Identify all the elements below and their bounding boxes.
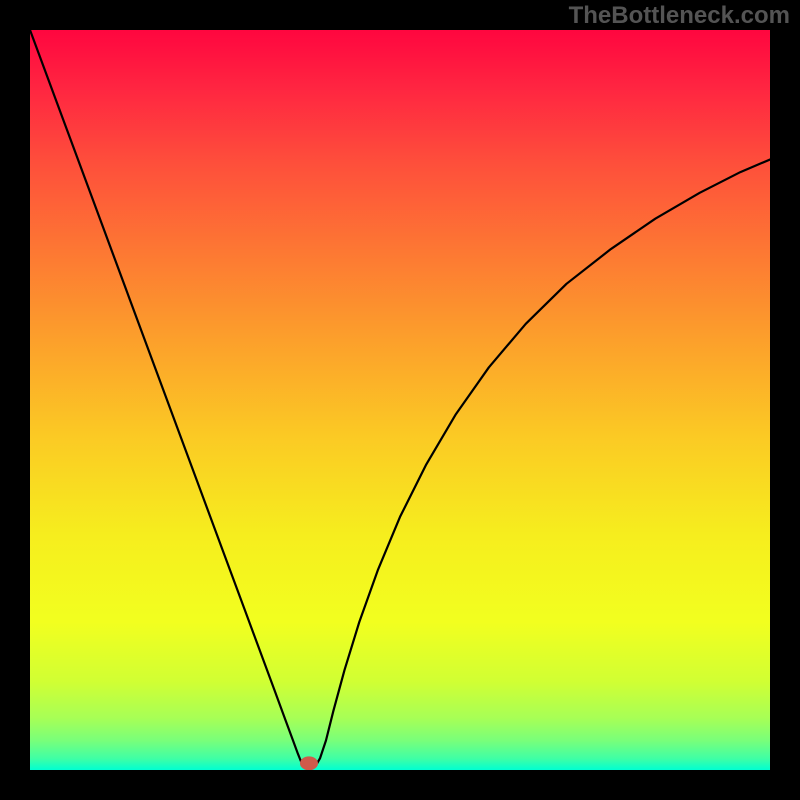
min-marker-dot bbox=[300, 756, 318, 770]
watermark-text: TheBottleneck.com bbox=[569, 2, 790, 30]
chart-container: TheBottleneck.com bbox=[0, 0, 800, 800]
plot-background-gradient bbox=[30, 30, 770, 770]
bottleneck-chart-svg bbox=[0, 0, 800, 800]
